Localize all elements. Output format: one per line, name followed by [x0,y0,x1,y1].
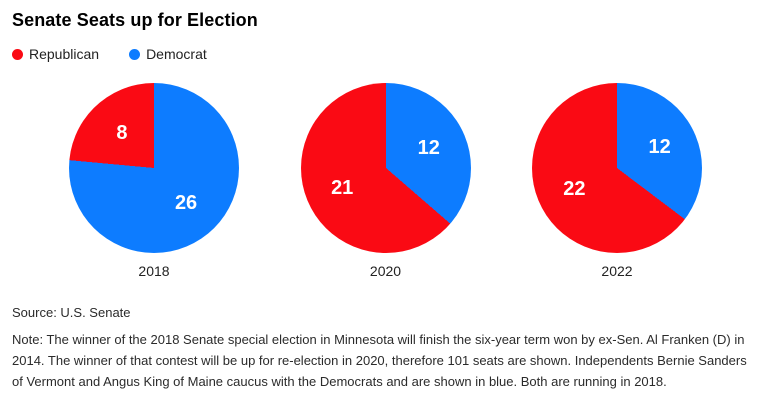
republican-dot-icon [12,48,23,60]
slice-value-democrat-2022: 12 [648,135,671,158]
pie-2020: 12 21 [300,83,471,253]
note-text: Note: The winner of the 2018 Senate spec… [12,332,747,390]
year-label-2022: 2022 [601,263,633,279]
legend-label-democrat: Democrat [146,46,207,62]
pie-chart-2018: 26 8 2018 [54,83,254,279]
year-label-2020: 2020 [369,263,402,279]
legend-item-republican: Republican [12,46,99,62]
democrat-dot-icon [129,48,141,60]
pie-chart-2022: 12 22 2022 [517,83,717,279]
pie-2018: 26 8 [69,83,239,253]
legend-label-republican: Republican [29,46,100,62]
year-label-2018: 2018 [138,263,170,279]
slice-value-democrat-2018: 26 [174,192,198,215]
pie-chart-2020: 12 21 2020 [286,83,486,279]
pie-row: 26 8 2018 12 21 2020 12 22 2022 [12,83,747,279]
source-line: Source: U.S. Senate [12,305,131,320]
slice-value-republican-2020: 21 [331,176,354,199]
slice-value-republican-2022: 22 [563,178,586,201]
slice-value-democrat-2020: 12 [417,137,440,160]
slice-value-republican-2018: 8 [116,121,128,144]
pie-2022: 12 22 [532,83,702,253]
chart-title: Senate Seats up for Election [12,10,258,30]
legend: Republican Democrat [12,45,747,63]
legend-item-democrat: Democrat [129,46,207,62]
